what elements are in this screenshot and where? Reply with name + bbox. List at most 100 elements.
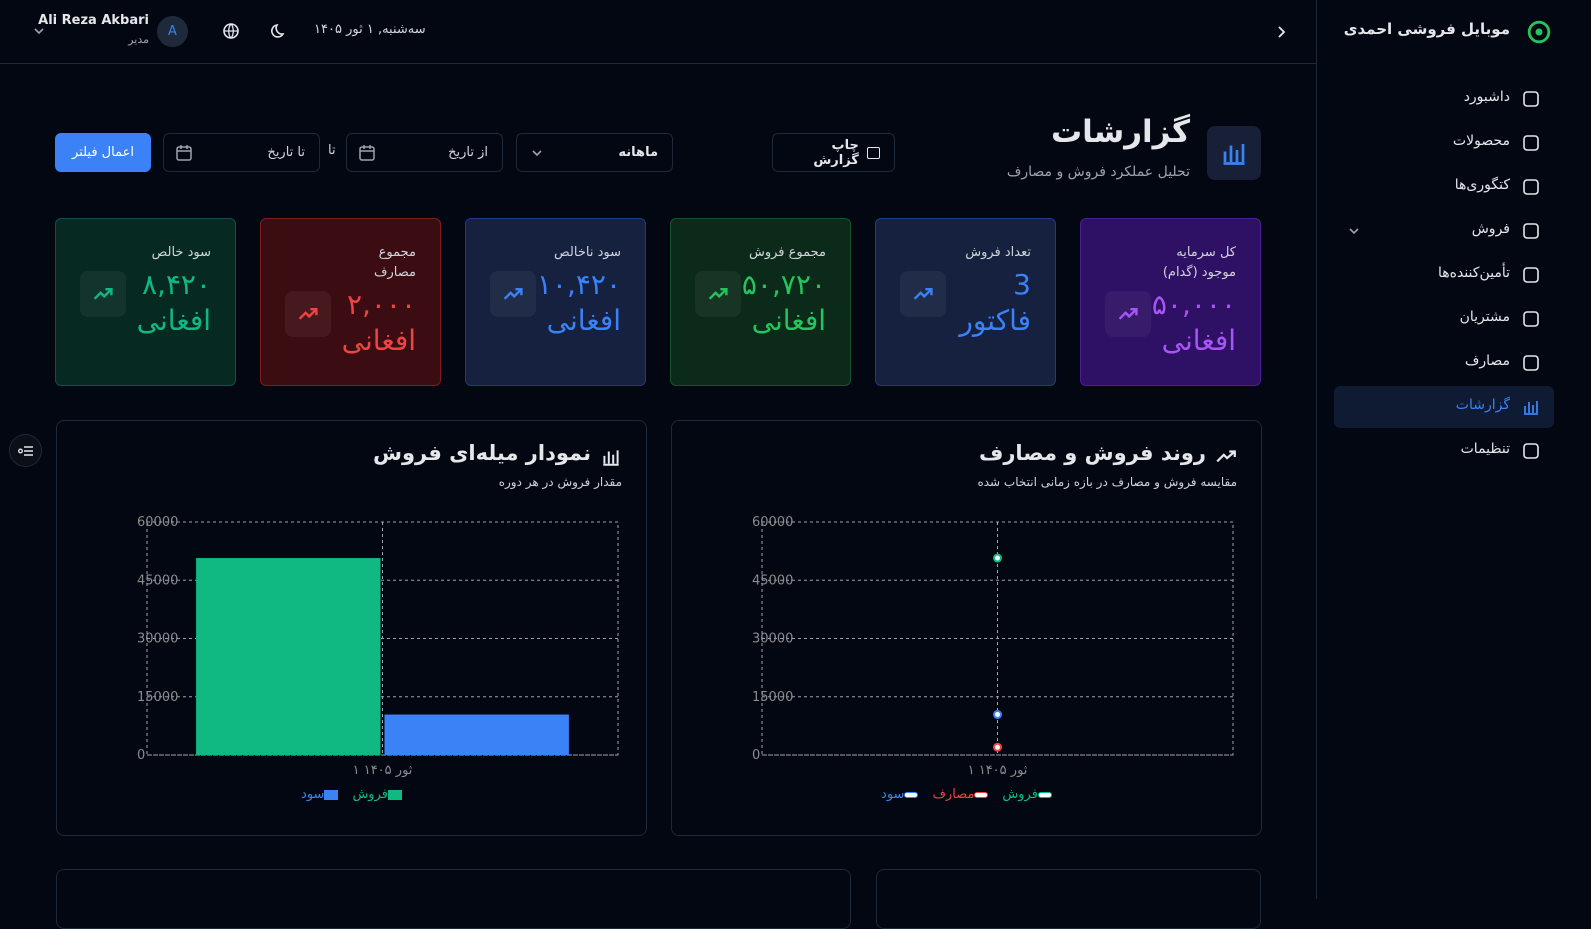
nav-item[interactable]: مصارف	[1464, 353, 1510, 369]
icon	[271, 23, 285, 38]
apply-label: اعمال فیلتر	[72, 145, 134, 160]
icon	[532, 150, 542, 157]
to-separator: تا	[328, 143, 336, 158]
bottom-card	[876, 869, 1261, 929]
title-icon-box	[1207, 126, 1261, 180]
apply-button[interactable]: اعمال فیلتر	[55, 133, 151, 172]
user-role: مدیر	[128, 33, 149, 46]
icon	[1278, 26, 1286, 38]
date: سه‌شنبه, ۱ ثور ۱۴۰۵	[314, 22, 426, 37]
legend-label: سود	[301, 787, 325, 802]
sidebar-toggle[interactable]	[9, 434, 42, 467]
nav-item[interactable]: کتگوری‌ها	[1454, 177, 1510, 193]
y-tick-label: 30000	[752, 632, 793, 647]
print-icon	[866, 146, 880, 159]
x-tick-label: ۱ ثور ۱۴۰۵	[968, 763, 1028, 778]
stat-label: مجموع فروش	[748, 245, 826, 260]
legend-item[interactable]: فروش	[352, 787, 402, 802]
y-tick-label: 15000	[137, 690, 178, 705]
page-subtitle: تحلیل عملکرد فروش و مصارف	[1006, 164, 1190, 180]
y-tick-label: 45000	[137, 573, 178, 588]
period-label: ماهانه	[618, 145, 658, 160]
nav-active-bg	[1334, 386, 1554, 428]
icon	[223, 23, 239, 39]
legend-label: فروش	[1002, 787, 1038, 802]
legend-swatch	[974, 791, 989, 798]
chart-svg: 0 15000 30000 45000 60000 ۱ ثور ۱۴۰۵	[137, 515, 619, 778]
page: موبایل فروشی احمدی داشبورد محصولات کتگوری‌ه…	[0, 0, 1554, 929]
icon	[1223, 144, 1245, 165]
stat-card: کل سرمایه موجود (گدام) ۵۰,۰۰۰ افغانی	[1080, 218, 1261, 386]
nav-item[interactable]: داشبورد	[1463, 89, 1510, 105]
stat-card: سود ناخالص ۱۰,۴۲۰ افغانی	[465, 218, 646, 386]
point	[993, 742, 1002, 752]
stat-number: 3	[1013, 268, 1031, 301]
nav-item[interactable]: تنظیمات	[1460, 441, 1510, 457]
avatar: A	[157, 16, 188, 47]
icon	[1523, 355, 1539, 371]
icon	[1523, 179, 1539, 195]
stat-number: ۵۰,۰۰۰	[1151, 288, 1236, 321]
stat-number: ۸,۴۲۰	[141, 268, 211, 301]
from-date[interactable]: از تاریخ	[346, 133, 503, 172]
y-tick-label: 0	[752, 748, 760, 763]
nav-item[interactable]: فروش	[1471, 221, 1510, 237]
icon	[1523, 223, 1539, 239]
legend-label: مصارف	[932, 787, 975, 802]
stat-label: سود ناخالص	[554, 245, 621, 260]
stat-label: کل سرمایه موجود (گدام)	[1162, 245, 1236, 280]
stat-unit: فاکتور	[959, 304, 1031, 337]
stat-card: تعداد فروش 3 فاکتور	[875, 218, 1056, 386]
y-tick-label: 0	[137, 748, 145, 763]
legend-label: فروش	[352, 787, 388, 802]
stat-icon	[695, 271, 741, 317]
stat-number: ۵۰,۷۲۰	[741, 268, 826, 301]
stat-card: مجموع فروش ۵۰,۷۲۰ افغانی	[670, 218, 851, 386]
legend: فروش سود	[57, 787, 646, 802]
y-tick-label: 15000	[752, 690, 793, 705]
stat-unit: افغانی	[751, 304, 826, 337]
bar	[384, 714, 569, 755]
stat-icon	[285, 291, 331, 337]
stat-unit: افغانی	[1161, 324, 1236, 357]
stat-row: ۸,۴۲۰ افغانی	[80, 267, 211, 339]
icon	[1523, 135, 1539, 151]
point	[993, 710, 1002, 720]
bar	[196, 558, 381, 755]
icon	[359, 145, 375, 161]
stat-card: مجموع مصارف ۲,۰۰۰ افغانی	[260, 218, 441, 386]
nav-item[interactable]: گزارشات	[1455, 397, 1510, 413]
icon	[603, 450, 619, 466]
legend-item[interactable]: سود	[301, 787, 339, 802]
stat-value: ۱۰,۴۲۰ افغانی	[537, 267, 621, 339]
stat-row: ۱۰,۴۲۰ افغانی	[490, 267, 621, 339]
legend-item[interactable]: سود	[881, 787, 919, 802]
stat-label: تعداد فروش	[965, 245, 1031, 260]
from-label: از تاریخ	[448, 145, 488, 160]
icon	[1523, 311, 1539, 327]
icon	[1524, 401, 1538, 415]
nav-item[interactable]: مشتریان	[1459, 309, 1510, 325]
stat-row: ۵۰,۰۰۰ افغانی	[1105, 287, 1236, 359]
print-label: چاپ گزارش	[813, 137, 859, 168]
icon	[298, 308, 318, 320]
nav-item[interactable]: محصولات	[1452, 133, 1510, 149]
y-tick-label: 60000	[137, 515, 178, 530]
stat-value: ۸,۴۲۰ افغانی	[137, 267, 211, 339]
to-date[interactable]: تا تاریخ	[163, 133, 320, 172]
stat-label: سود خالص	[151, 245, 211, 260]
stat-label: مجموع مصارف	[374, 245, 416, 280]
point	[993, 553, 1002, 563]
chart-svg: 0 15000 30000 45000 60000 ۱ ثور ۱۴۰۵	[752, 515, 1234, 778]
nav-item[interactable]: تأمین‌کننده‌ها	[1438, 265, 1510, 281]
icon	[1216, 450, 1236, 463]
legend-item[interactable]: مصارف	[932, 787, 989, 802]
legend-item[interactable]: فروش	[1002, 787, 1052, 802]
icon	[913, 288, 933, 300]
chart-subtitle: مقایسه فروش و مصارف در بازه زمانی انتخاب…	[977, 475, 1237, 489]
legend-label: سود	[881, 787, 905, 802]
print-button[interactable]: چاپ گزارش	[772, 133, 895, 172]
chart-card: روند فروش و مصارف مقایسه فروش و مصارف در …	[671, 420, 1262, 836]
period-select[interactable]: ماهانه	[516, 133, 673, 172]
legend-swatch	[387, 789, 402, 800]
